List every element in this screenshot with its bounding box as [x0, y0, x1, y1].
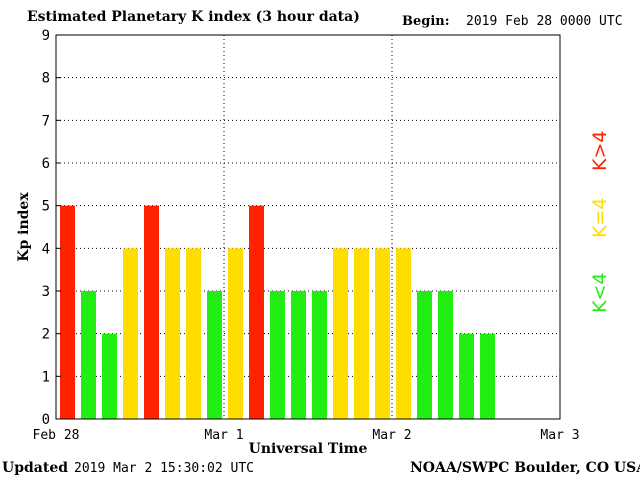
chart-bars	[60, 205, 495, 419]
bar-10	[270, 291, 285, 419]
legend-k-equal-4: K=4	[589, 197, 611, 238]
y-axis-ticks: 0 1 2 3 4 5 6 7 8 9	[42, 28, 61, 428]
x-axis-ticks: Feb 28 Mar 1 Mar 2 Mar 3	[33, 428, 580, 443]
bar-0	[60, 205, 75, 419]
bar-18	[438, 291, 453, 419]
x-tick-label-2: Mar 2	[372, 428, 411, 443]
bar-15	[375, 248, 390, 419]
x-tick-label-3: Mar 3	[540, 428, 579, 443]
bar-19	[459, 333, 474, 419]
y-tick-label-8: 8	[42, 71, 50, 87]
x-tick-label-0: Feb 28	[33, 428, 80, 443]
bar-8	[228, 248, 243, 419]
y-tick-label-3: 3	[42, 284, 50, 300]
y-tick-label-0: 0	[42, 412, 50, 428]
legend-k-below-4: K<4	[589, 272, 611, 313]
bar-16	[396, 248, 411, 419]
y-tick-label-4: 4	[42, 241, 50, 257]
bar-20	[480, 333, 495, 419]
legend-k-above-4: K>4	[589, 130, 611, 171]
bar-12	[312, 291, 327, 419]
updated-label: Updated	[2, 460, 69, 476]
bar-4	[144, 205, 159, 419]
bar-1	[81, 291, 96, 419]
x-axis-label: Universal Time	[249, 441, 368, 457]
chart-title: Estimated Planetary K index (3 hour data…	[27, 9, 360, 25]
bar-2	[102, 333, 117, 419]
y-tick-label-2: 2	[42, 327, 50, 343]
bar-13	[333, 248, 348, 419]
bar-17	[417, 291, 432, 419]
bar-6	[186, 248, 201, 419]
bar-9	[249, 205, 264, 419]
bar-3	[123, 248, 138, 419]
y-tick-label-6: 6	[42, 156, 50, 172]
y-tick-label-1: 1	[42, 369, 50, 385]
begin-value: 2019 Feb 28 0000 UTC	[466, 14, 623, 29]
updated-value: 2019 Mar 2 15:30:02 UTC	[74, 461, 255, 476]
bar-5	[165, 248, 180, 419]
y-tick-label-9: 9	[42, 28, 50, 44]
y-axis-label: Kp index	[16, 192, 32, 262]
bar-7	[207, 291, 222, 419]
x-tick-label-1: Mar 1	[204, 428, 243, 443]
bar-11	[291, 291, 306, 419]
chart-grid	[56, 35, 560, 419]
plot-frame	[55, 34, 561, 420]
y-tick-label-5: 5	[42, 199, 50, 215]
y-tick-label-7: 7	[42, 113, 50, 129]
source-credit: NOAA/SWPC Boulder, CO USA	[410, 460, 640, 476]
bar-14	[354, 248, 369, 419]
begin-label: Begin:	[402, 14, 450, 29]
